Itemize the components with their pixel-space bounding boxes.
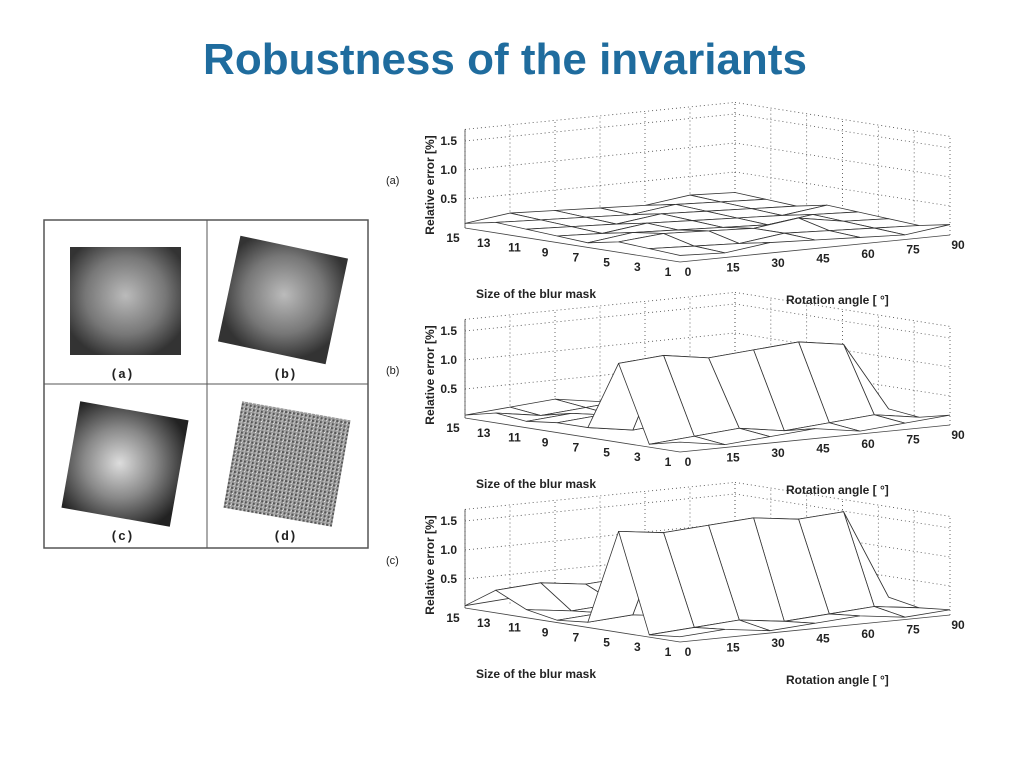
- plot-label: (a): [386, 175, 399, 187]
- slide-title: Robustness of the invariants: [203, 35, 807, 84]
- axis-line: [464, 417, 681, 453]
- mask-tick-label: 1: [665, 455, 672, 469]
- surface-patch: [649, 245, 726, 256]
- image-d: [223, 401, 351, 527]
- angle-axis-label: Rotation angle [ °]: [786, 293, 889, 307]
- z-axis-label: Relative error [%]: [423, 135, 437, 234]
- angle-axis-label: Rotation angle [ °]: [786, 483, 889, 497]
- z-tick-label: 1.5: [440, 514, 457, 528]
- grid-line: [464, 102, 736, 130]
- image-label: (d): [273, 529, 296, 544]
- surface-patch: [649, 627, 726, 638]
- z-tick-label: 0.5: [440, 382, 457, 396]
- z-tick-label: 0.5: [440, 572, 457, 586]
- z-tick-label: 1.5: [440, 324, 457, 338]
- plot-label: (c): [386, 555, 399, 567]
- angle-tick-label: 15: [726, 451, 740, 465]
- angle-tick-label: 75: [906, 623, 920, 637]
- mask-tick-label: 11: [508, 431, 521, 445]
- mask-tick-label: 3: [634, 260, 641, 274]
- mask-axis-label: Size of the blur mask: [476, 287, 596, 301]
- image-label: (a): [110, 367, 133, 382]
- mask-axis-label: Size of the blur mask: [476, 477, 596, 491]
- angle-tick-label: 60: [861, 437, 875, 451]
- mask-tick-label: 3: [634, 640, 641, 654]
- angle-tick-label: 45: [816, 252, 830, 266]
- mask-tick-label: 7: [573, 440, 580, 454]
- mask-tick-label: 9: [542, 626, 549, 640]
- angle-tick-label: 30: [771, 446, 785, 460]
- surface-patch: [649, 435, 726, 445]
- image-c: [61, 401, 189, 527]
- angle-tick-label: 0: [685, 265, 692, 279]
- surface-plot: (a)0.51.01.515 13 11 9 7 5 3 1 0 15 30 45 60 75 90Rela…: [386, 102, 965, 307]
- angle-tick-label: 30: [771, 636, 785, 650]
- z-axis-label: Relative error [%]: [423, 325, 437, 424]
- z-tick-label: 0.5: [440, 192, 457, 206]
- mask-tick-label: 5: [603, 635, 610, 649]
- mask-tick-label: 9: [542, 436, 549, 450]
- mask-tick-label: 11: [508, 241, 521, 255]
- grid-line: [734, 113, 951, 149]
- axis-line: [679, 614, 951, 643]
- image-label: (b): [273, 367, 296, 382]
- mask-tick-label: 1: [665, 265, 672, 279]
- mask-tick-label: 5: [603, 255, 610, 269]
- mask-tick-label: 7: [573, 250, 580, 264]
- angle-tick-label: 45: [816, 442, 830, 456]
- z-axis-label: Relative error [%]: [423, 515, 437, 614]
- angle-tick-label: 90: [951, 618, 965, 632]
- grid-line: [734, 171, 951, 207]
- angle-tick-label: 90: [951, 238, 965, 252]
- axis-line: [679, 234, 951, 263]
- axis-line: [464, 607, 681, 643]
- grid-line: [734, 102, 951, 137]
- mask-tick-label: 5: [603, 445, 610, 459]
- angle-tick-label: 60: [861, 247, 875, 261]
- image-a: [70, 247, 181, 355]
- angle-tick-label: 15: [726, 261, 740, 275]
- mask-tick-label: 7: [573, 630, 580, 644]
- grid-line: [734, 292, 951, 327]
- surface-plot: (b)0.51.01.515 13 11 9 7 5 3 1 0 15 30 45 60 75 90Rela…: [386, 292, 965, 497]
- mask-tick-label: 15: [446, 611, 460, 625]
- mask-tick-label: 11: [508, 621, 521, 635]
- z-tick-label: 1.0: [440, 353, 457, 367]
- image-label: (c): [110, 529, 133, 544]
- image-panel: (a) (b) (c) (d): [43, 219, 369, 549]
- axis-line: [464, 227, 681, 263]
- z-tick-label: 1.5: [440, 134, 457, 148]
- angle-tick-label: 75: [906, 243, 920, 257]
- mask-tick-label: 13: [477, 426, 491, 440]
- angle-tick-label: 75: [906, 433, 920, 447]
- image-b: [217, 235, 349, 365]
- angle-tick-label: 60: [861, 627, 875, 641]
- z-tick-label: 1.0: [440, 543, 457, 557]
- mask-tick-label: 1: [665, 645, 672, 659]
- mask-axis-label: Size of the blur mask: [476, 667, 596, 681]
- angle-tick-label: 0: [685, 645, 692, 659]
- angle-tick-label: 45: [816, 632, 830, 646]
- angle-tick-label: 30: [771, 256, 785, 270]
- grid-line: [734, 482, 951, 517]
- mask-tick-label: 13: [477, 616, 491, 630]
- mask-tick-label: 9: [542, 246, 549, 260]
- angle-tick-label: 90: [951, 428, 965, 442]
- mask-tick-label: 15: [446, 421, 460, 435]
- grid-line: [734, 142, 951, 178]
- surface-plot: (c)0.51.01.515 13 11 9 7 5 3 1 0 15 30 45 60 75 90Rela…: [386, 482, 965, 687]
- mask-tick-label: 13: [477, 236, 491, 250]
- mask-tick-label: 3: [634, 450, 641, 464]
- axis-line: [679, 424, 951, 453]
- grid-line: [734, 303, 951, 339]
- z-tick-label: 1.0: [440, 163, 457, 177]
- plot-label: (b): [386, 365, 399, 377]
- angle-tick-label: 15: [726, 641, 740, 655]
- angle-tick-label: 0: [685, 455, 692, 469]
- grid-line: [734, 493, 951, 529]
- mask-tick-label: 15: [446, 231, 460, 245]
- angle-axis-label: Rotation angle [ °]: [786, 673, 889, 687]
